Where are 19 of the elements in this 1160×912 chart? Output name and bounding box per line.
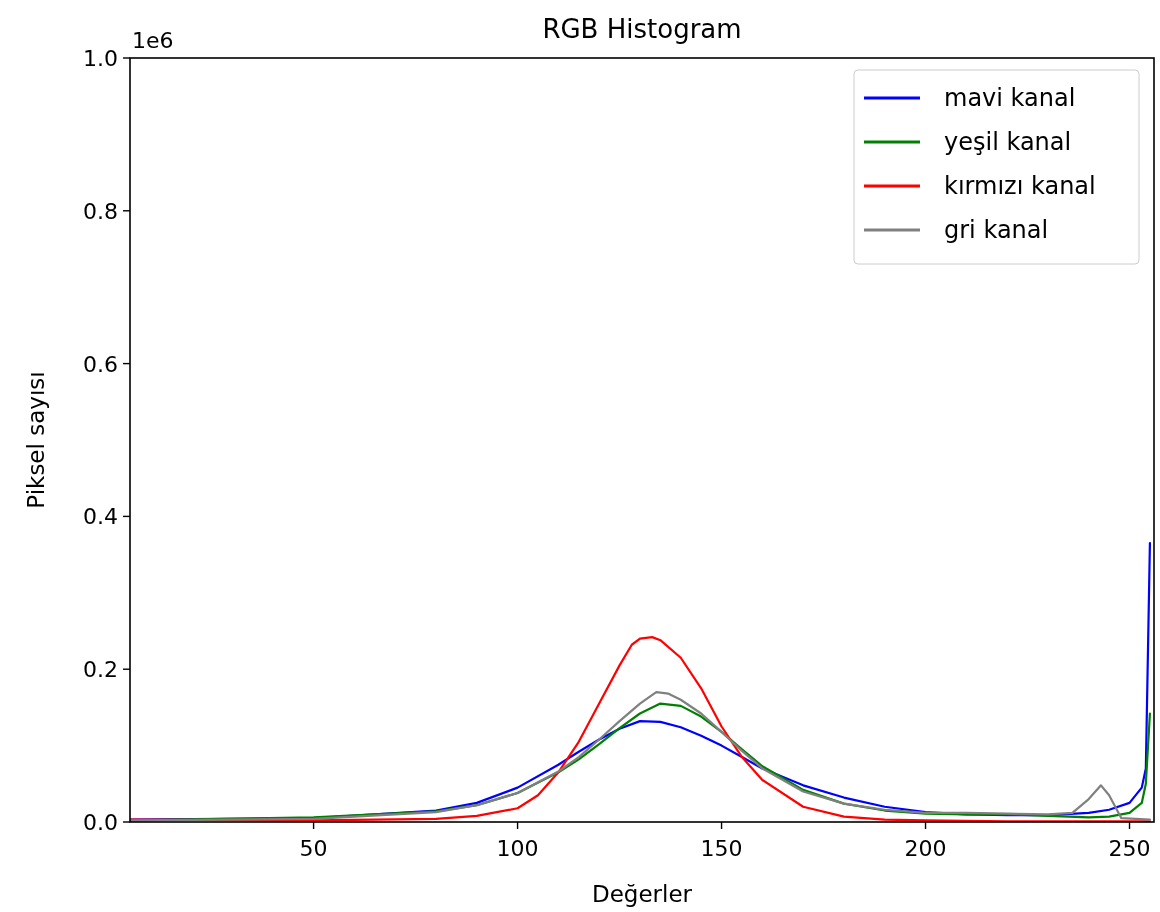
- y-axis-title: Piksel sayısı: [23, 371, 49, 509]
- x-tick-label: 150: [700, 836, 743, 861]
- legend-label: yeşil kanal: [944, 128, 1072, 156]
- legend-label: gri kanal: [944, 216, 1049, 244]
- y-tick-label: 1.0: [83, 46, 118, 71]
- x-axis-title: Değerler: [591, 881, 693, 907]
- y-tick-label: 0.2: [83, 657, 118, 683]
- text: 1e6: [132, 28, 174, 53]
- y-tick-label: 0.6: [83, 351, 118, 377]
- y-tick-label: 0.4: [83, 504, 118, 530]
- x-tick-label: 250: [1108, 836, 1151, 861]
- x-tick-label: 50: [299, 836, 328, 861]
- x-tick-label: 100: [496, 836, 539, 861]
- legend-label: mavi kanal: [944, 84, 1076, 112]
- chart-title: RGB Histogram: [542, 14, 742, 44]
- y-tick-label: 0.0: [83, 810, 118, 835]
- legend-label: kırmızı kanal: [944, 172, 1096, 200]
- x-tick-label: 200: [904, 836, 947, 861]
- y-tick-label: 0.8: [83, 198, 118, 224]
